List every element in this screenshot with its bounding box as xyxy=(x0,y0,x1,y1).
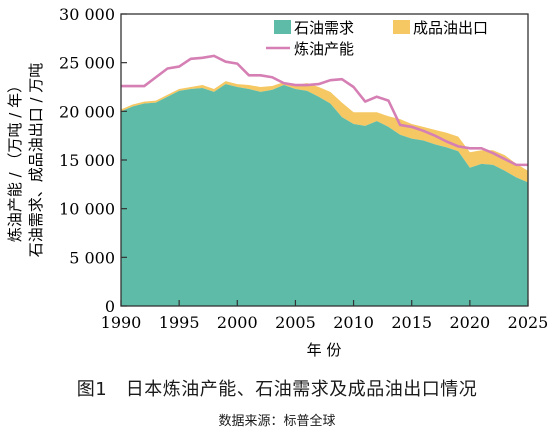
y-tick-label: 0 xyxy=(105,297,115,316)
series-area-demand xyxy=(121,84,528,306)
y-axis-title-line1: 炼油产能 / （万吨 / 年） xyxy=(6,78,24,242)
x-tick-label: 1990 xyxy=(101,313,142,332)
x-tick-label: 2000 xyxy=(217,313,258,332)
legend-swatch-export xyxy=(393,20,410,34)
x-axis-title: 年 份 xyxy=(307,341,342,359)
legend: 石油需求 成品油出口 炼油产能 xyxy=(266,19,488,58)
series-line-capacity xyxy=(121,54,528,167)
y-tick-label: 20 000 xyxy=(59,102,115,121)
x-tick-label: 1995 xyxy=(159,313,200,332)
x-tick-label: 2005 xyxy=(275,313,316,332)
y-tick-label: 5 000 xyxy=(69,248,115,267)
figure-caption: 图1 日本炼油产能、石油需求及成品油出口情况 xyxy=(76,379,478,400)
data-source: 数据来源：标普全球 xyxy=(218,414,336,429)
x-tick-label: 2025 xyxy=(508,313,549,332)
tick-layer: 1990 1995 2000 2005 2010 2015 2020 2025 0 5 000 10… xyxy=(59,5,548,332)
area-layer xyxy=(121,81,528,306)
legend-label-export: 成品油出口 xyxy=(413,19,488,37)
y-tick-label: 30 000 xyxy=(59,5,115,24)
y-axis-title-line2: 石油需求、成品油出口 / 万吨 xyxy=(27,63,45,258)
x-tick-label: 2020 xyxy=(449,313,490,332)
legend-swatch-demand xyxy=(274,20,291,34)
line-layer xyxy=(121,54,528,167)
legend-label-demand: 石油需求 xyxy=(294,19,354,37)
y-tick-label: 25 000 xyxy=(59,54,115,73)
x-tick-label: 2015 xyxy=(391,313,432,332)
y-tick-label: 15 000 xyxy=(59,151,115,170)
legend-label-capacity: 炼油产能 xyxy=(294,40,354,58)
x-tick-label: 2010 xyxy=(333,313,374,332)
y-tick-label: 10 000 xyxy=(59,200,115,219)
